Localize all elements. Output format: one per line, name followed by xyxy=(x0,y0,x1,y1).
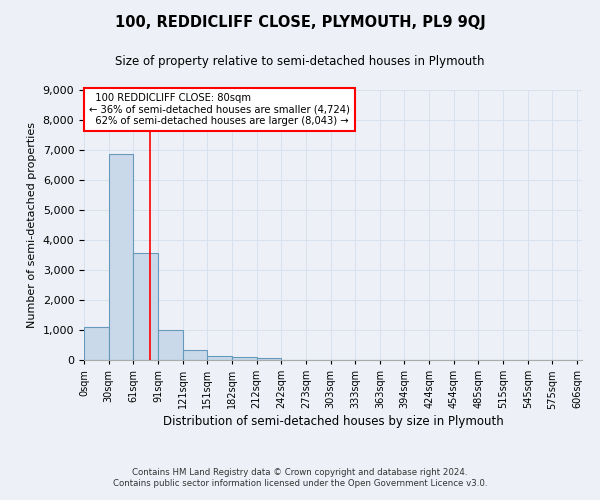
Bar xyxy=(158,330,182,360)
Bar xyxy=(84,327,109,360)
Bar xyxy=(133,253,158,360)
Text: Size of property relative to semi-detached houses in Plymouth: Size of property relative to semi-detach… xyxy=(115,55,485,68)
Text: Contains HM Land Registry data © Crown copyright and database right 2024.
Contai: Contains HM Land Registry data © Crown c… xyxy=(113,468,487,487)
Bar xyxy=(207,356,232,360)
Text: 100, REDDICLIFF CLOSE, PLYMOUTH, PL9 9QJ: 100, REDDICLIFF CLOSE, PLYMOUTH, PL9 9QJ xyxy=(115,15,485,30)
X-axis label: Distribution of semi-detached houses by size in Plymouth: Distribution of semi-detached houses by … xyxy=(163,416,503,428)
Text: 100 REDDICLIFF CLOSE: 80sqm
← 36% of semi-detached houses are smaller (4,724)
  : 100 REDDICLIFF CLOSE: 80sqm ← 36% of sem… xyxy=(89,92,350,126)
Bar xyxy=(257,358,281,360)
Bar xyxy=(232,357,257,360)
Y-axis label: Number of semi-detached properties: Number of semi-detached properties xyxy=(27,122,37,328)
Bar xyxy=(109,154,133,360)
Bar xyxy=(182,350,207,360)
